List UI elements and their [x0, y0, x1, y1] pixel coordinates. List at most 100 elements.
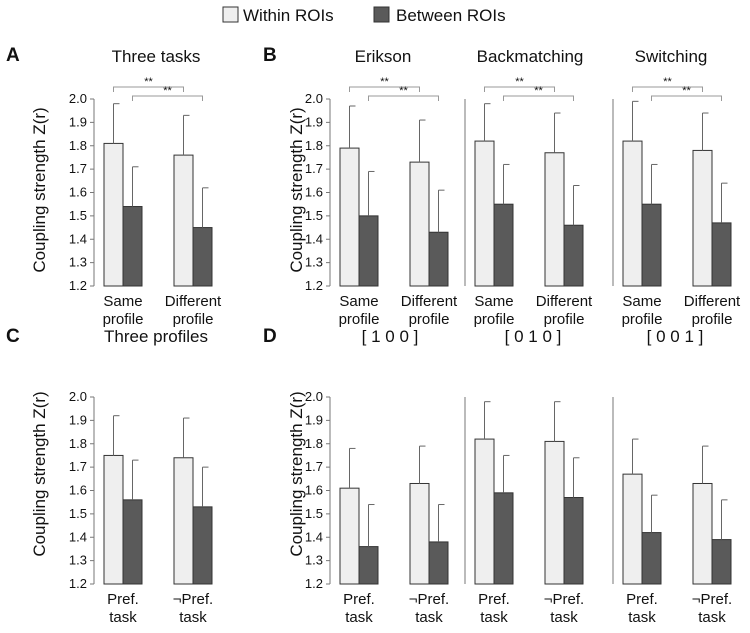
y-tick-label: 1.2: [69, 576, 87, 591]
x-category-label: Pref.: [107, 591, 139, 608]
y-axis-label-c: Coupling strength Z(r): [30, 391, 49, 556]
y-tick-label: 1.9: [69, 412, 87, 427]
y-tick-label: 1.5: [305, 208, 323, 223]
x-category-label: Same: [103, 293, 142, 310]
bar-within: [622, 473, 643, 585]
chart-title: Backmatching: [477, 47, 584, 66]
x-category-label: Different: [536, 293, 593, 310]
y-tick-label: 1.6: [69, 483, 87, 498]
legend-between-swatch: [373, 6, 390, 23]
x-category-label: profile: [103, 311, 144, 328]
x-category-label: profile: [622, 311, 663, 328]
bar-between: [641, 203, 662, 287]
y-tick-label: 1.6: [305, 483, 323, 498]
x-category-label: profile: [474, 311, 515, 328]
y-axis-label-d: Coupling strength Z(r): [287, 391, 306, 556]
bar-within: [409, 161, 430, 287]
bar-between: [641, 532, 662, 585]
y-tick-label: 1.8: [305, 436, 323, 451]
y-tick-label: 1.8: [69, 436, 87, 451]
y-axis-label-a: Coupling strength Z(r): [30, 107, 49, 272]
significance-bracket-between: [368, 95, 439, 101]
bar-within: [622, 140, 643, 287]
chart-title: [ 0 1 0 ]: [505, 327, 562, 346]
x-category-label: Same: [622, 293, 661, 310]
x-category-label: ¬Pref.: [692, 591, 732, 608]
bar-between: [711, 539, 732, 585]
bar-within: [339, 487, 360, 585]
chart-panel-D-100: [ 1 0 0 ] 1.2 1.3 1.4 1.5 1.6 1.7 1.8 1.9 2.0 Pref…: [305, 327, 449, 626]
y-tick-label: 1.3: [69, 255, 87, 270]
bar-within: [544, 152, 565, 287]
y-tick-label: 1.9: [305, 114, 323, 129]
bar-within: [692, 149, 713, 287]
x-category-label: profile: [173, 311, 214, 328]
chart-title: Three profiles: [104, 327, 208, 346]
bar-between: [122, 206, 143, 287]
y-tick-label: 1.4: [69, 231, 87, 246]
legend: Within ROIs Between ROIs: [222, 6, 506, 25]
y-tick-label: 1.9: [305, 412, 323, 427]
bar-within: [409, 482, 430, 585]
chart-title: [ 1 0 0 ]: [362, 327, 419, 346]
x-category-label: task: [550, 609, 578, 626]
x-category-label: Different: [684, 293, 741, 310]
significance-bracket-between: [503, 95, 574, 101]
x-category-label: profile: [409, 311, 450, 328]
chart-panel-D-001: [ 0 0 1 ]Pref.task¬Pref.task: [612, 327, 732, 626]
significance-label: **: [163, 85, 172, 97]
significance-label: **: [399, 85, 408, 97]
chart-title: Three tasks: [112, 47, 201, 66]
x-category-label: Pref.: [478, 591, 510, 608]
plots: Three tasks 1.2 1.3 1.4 1.5 1.6 1.7 1.8 1.9 2.0 Sa…: [69, 47, 741, 626]
bar-within: [173, 457, 194, 585]
legend-within-swatch: [222, 6, 239, 23]
significance-bracket-within: [113, 86, 184, 92]
bar-between: [358, 215, 379, 287]
y-tick-label: 1.5: [69, 506, 87, 521]
panel-label-b: B: [263, 45, 277, 66]
significance-label: **: [534, 85, 543, 97]
panel-label-c: C: [6, 326, 20, 347]
significance-bracket-within: [632, 86, 703, 92]
x-category-label: ¬Pref.: [409, 591, 449, 608]
bar-between: [711, 222, 732, 287]
significance-bracket-between: [651, 95, 722, 101]
bar-within: [474, 140, 495, 287]
chart-title: Switching: [635, 47, 708, 66]
x-category-label: Different: [165, 293, 222, 310]
chart-title: Erikson: [355, 47, 412, 66]
significance-label: **: [380, 76, 389, 88]
chart-panel-D-010: [ 0 1 0 ]Pref.task¬Pref.task: [464, 327, 584, 626]
y-tick-label: 1.5: [305, 506, 323, 521]
y-tick-label: 1.8: [305, 138, 323, 153]
x-category-label: task: [345, 609, 373, 626]
x-category-label: task: [480, 609, 508, 626]
x-category-label: profile: [544, 311, 585, 328]
y-tick-label: 1.2: [305, 576, 323, 591]
significance-label: **: [515, 76, 524, 88]
x-category-label: task: [415, 609, 443, 626]
bar-between: [358, 546, 379, 585]
bar-within: [173, 154, 194, 287]
x-category-label: ¬Pref.: [544, 591, 584, 608]
y-tick-label: 1.6: [305, 185, 323, 200]
legend-between-label: Between ROIs: [396, 6, 506, 25]
y-tick-label: 2.0: [305, 91, 323, 106]
bar-between: [493, 203, 514, 287]
bar-between: [428, 541, 449, 585]
significance-bracket-within: [349, 86, 420, 92]
bar-between: [428, 231, 449, 287]
x-category-label: Same: [339, 293, 378, 310]
bar-within: [103, 142, 124, 287]
significance-bracket-between: [132, 95, 203, 101]
x-category-label: task: [698, 609, 726, 626]
bar-between: [563, 224, 584, 287]
y-tick-label: 1.3: [69, 553, 87, 568]
y-tick-label: 1.4: [305, 529, 323, 544]
x-category-label: Different: [401, 293, 458, 310]
y-tick-label: 1.2: [305, 278, 323, 293]
x-category-label: profile: [339, 311, 380, 328]
chart-panel-C-three-profiles: Three profiles 1.2 1.3 1.4 1.5 1.6 1.7 1.8 1.9 2.…: [69, 327, 213, 626]
